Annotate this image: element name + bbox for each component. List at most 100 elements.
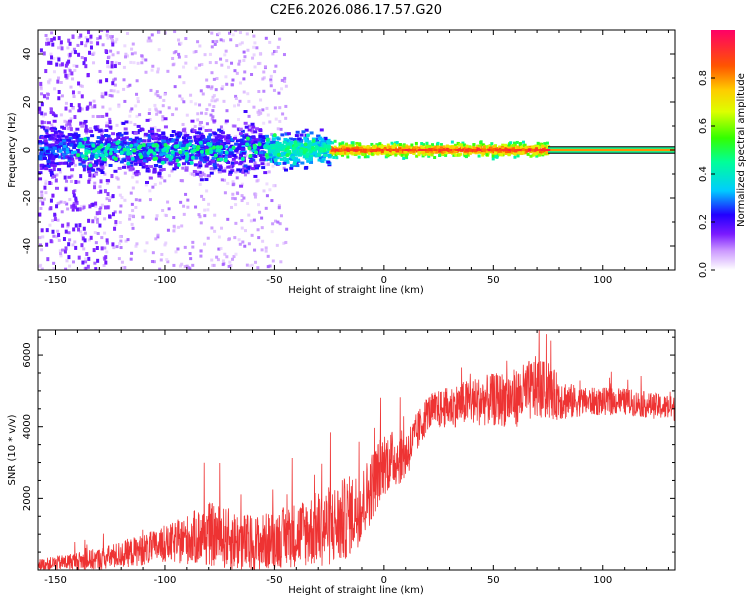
spectrogram-cell	[227, 65, 231, 69]
spectrogram-cell	[472, 150, 476, 154]
spectrogram-cell	[219, 150, 224, 154]
spectrogram-cell	[75, 200, 79, 205]
spectrogram-cell	[51, 229, 55, 234]
spectrogram-peak	[126, 151, 131, 156]
spectrogram-cell	[80, 84, 84, 88]
spectrogram-cell	[353, 147, 357, 151]
spectrogram-cell	[304, 128, 309, 132]
spectrogram-cell	[177, 134, 182, 138]
spectrogram-cell	[267, 148, 272, 152]
spectrogram-cell	[269, 149, 274, 153]
spectrogram-cell	[199, 133, 204, 137]
spectrogram-cell	[67, 133, 72, 137]
spectrogram-cell	[386, 143, 390, 147]
spectrogram-cell	[84, 260, 88, 264]
spectrogram-cell	[235, 176, 239, 180]
spectrogram-cell	[111, 139, 115, 144]
spectrogram-cell	[193, 138, 198, 142]
colorbar-tick-label: 0.6	[698, 118, 709, 134]
spectrogram-cell	[89, 235, 93, 240]
spectrogram-cell	[42, 197, 46, 201]
spectrogram-cell	[183, 141, 188, 145]
spectrogram-cell	[243, 229, 247, 233]
spectrogram-cell	[98, 35, 102, 40]
spectrogram-cell	[196, 40, 200, 44]
spectrogram-cell	[148, 118, 152, 122]
spectrogram-peak	[245, 142, 250, 147]
spectrogram-cell	[93, 216, 97, 220]
spectrogram-cell	[123, 99, 127, 103]
spectrogram-cell	[239, 160, 244, 164]
spectrogram-cell	[91, 202, 95, 207]
spectrogram-cell	[240, 226, 244, 230]
spectrogram-cell	[275, 142, 280, 146]
spectrogram-cell	[230, 138, 235, 142]
spectrogram-cell	[214, 88, 218, 92]
spectrogram-cell	[247, 137, 252, 141]
spectrogram-cell	[138, 162, 143, 166]
spectrogram-cell	[48, 78, 52, 82]
spectrogram-cell	[477, 154, 481, 158]
spectrogram-peak	[154, 142, 159, 147]
spectrogram-cell	[207, 202, 211, 206]
spectrogram-cell	[191, 245, 195, 249]
spectrogram-cell	[38, 109, 42, 114]
spectrogram-cell	[154, 164, 159, 168]
spectrogram-cell	[44, 181, 48, 185]
spectrogram-cell	[70, 160, 74, 164]
spectrogram-cell	[134, 198, 138, 202]
spectrogram-cell	[50, 160, 55, 164]
spectrogram-cell	[326, 138, 331, 142]
spectrogram-cell	[226, 134, 231, 138]
spectrogram-cell	[357, 151, 361, 155]
spectrogram-peak	[209, 149, 214, 154]
spectrogram-cell	[239, 153, 244, 157]
spectrogram-cell	[147, 112, 151, 116]
spectrogram-cell	[157, 171, 162, 175]
spectrogram-cell	[518, 151, 522, 155]
x-tick-label: 50	[487, 275, 500, 286]
spectrogram-core-cell	[389, 149, 393, 151]
spectrogram-cell	[212, 105, 216, 109]
spectrogram-cell	[75, 127, 80, 131]
spectrogram-core-cell	[402, 149, 406, 151]
spectrogram-cell	[331, 151, 335, 155]
spectrogram-cell	[258, 151, 263, 155]
spectrogram-peak	[152, 156, 157, 161]
spectrogram-cell	[277, 91, 281, 95]
spectrogram-cell	[229, 263, 233, 267]
spectrogram-cell	[213, 132, 218, 136]
spectrogram-cell	[282, 53, 286, 57]
spectrogram-core-cell	[337, 149, 341, 151]
spectrogram-cell	[89, 149, 93, 153]
spectrogram-cell	[49, 198, 53, 203]
spectrogram-cell	[134, 136, 139, 140]
spectrogram-cell	[67, 255, 71, 260]
spectrogram-peak	[264, 152, 269, 157]
spectrogram-cell	[538, 144, 542, 148]
spectrogram-cell	[50, 31, 54, 35]
spectrogram-cell	[98, 150, 103, 154]
spectrogram-cell	[145, 148, 150, 152]
spectrogram-cell	[100, 92, 104, 96]
spectrogram-cell	[332, 155, 336, 159]
spectrogram-cell	[98, 207, 102, 211]
spectrogram-cell	[105, 78, 109, 83]
spectrogram-cell	[482, 149, 486, 153]
spectrogram-cell	[301, 130, 306, 134]
spectrogram-cell	[182, 65, 186, 69]
spectrogram-peak	[190, 155, 195, 160]
spectrogram-cell	[247, 124, 252, 128]
spectrogram-cell	[188, 267, 192, 270]
spectrogram-cell	[39, 85, 43, 89]
spectrogram-cell	[48, 168, 53, 172]
spectrogram-cell	[276, 220, 280, 224]
spectrogram-cell	[71, 133, 76, 137]
spectrogram-cell	[262, 136, 267, 140]
spectrogram-cell	[338, 145, 342, 149]
spectrogram-cell	[154, 217, 158, 221]
spectrogram-core-cell	[366, 149, 370, 151]
spectrogram-cell	[77, 139, 82, 143]
spectrogram-cell	[57, 96, 61, 101]
spectrogram-peak	[99, 153, 104, 158]
